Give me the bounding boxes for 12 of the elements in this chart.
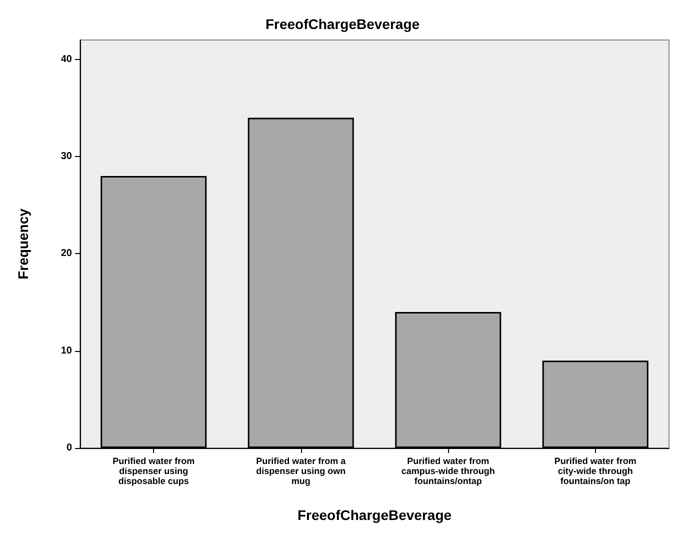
y-tick-label: 40	[60, 54, 72, 65]
y-tick-label: 20	[60, 248, 72, 260]
y-tick-label: 10	[60, 345, 72, 356]
x-tick-label: Purified water from campus-wide through fountains/ontap	[401, 456, 495, 486]
chart-title: FreeofChargeBeverage	[265, 16, 420, 32]
y-tick-label: 30	[60, 151, 72, 162]
y-tick-label: 0	[66, 442, 72, 454]
y-axis-title: Frequency	[15, 208, 31, 280]
x-tick-label: Purified water from a dispenser using own mug	[256, 456, 347, 486]
x-tick-label: Purified water from dispenser using disposable cups	[112, 456, 195, 486]
x-tick-label: Purified water from city-wide through fountains/on tap	[554, 456, 636, 486]
x-axis-title: FreeofChargeBeverage	[297, 507, 452, 523]
